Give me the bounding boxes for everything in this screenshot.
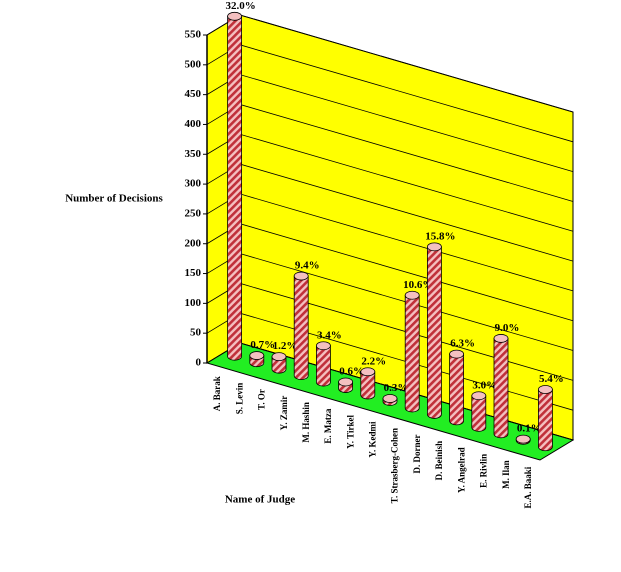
y-tick-label: 450 [185,88,202,100]
bar [315,341,331,387]
x-tick-label: M. Ilan [501,460,511,489]
bar-part [493,334,509,343]
value-label: 0.1% [517,423,542,435]
value-label: 3.4% [317,329,342,341]
value-label: 15.8% [425,230,455,242]
bar [271,352,287,374]
bar-part [382,394,398,403]
bar-part [338,377,354,387]
bar [404,290,420,413]
x-tick-label: A. Barak [212,376,222,411]
x-tick-label: T. Strasberg-Cohen [390,428,400,503]
bar-part [404,294,420,413]
bar [515,434,531,445]
x-tick-label: D. Dorner [412,434,422,473]
value-label: 1.2% [273,340,298,352]
value-label: 2.2% [361,355,386,367]
bar-part [515,434,531,444]
x-tick-label: E.A. Baaki [523,466,533,508]
x-tick-label: Y. Tirkel [345,415,355,449]
bar-part [493,338,509,439]
value-label: 10.6% [403,279,433,291]
bar [249,351,265,368]
x-tick-label: Y. Zamir [279,396,289,431]
value-label: 3.0% [472,379,497,391]
x-tick-label: S. Levin [234,383,244,415]
x-tick-label: Y. Angelrad [456,447,466,493]
x-tick-label: E. Rivlin [479,454,489,488]
bar-part [293,275,309,381]
bar-part [538,385,553,394]
bar-part [449,353,464,426]
bar-part [360,371,376,400]
bar-part [360,367,376,377]
x-tick-label: D. Beinish [434,441,444,481]
bar-part [426,242,442,252]
bar-part [538,389,553,452]
bar-part [271,352,287,362]
value-label: 0.3% [384,382,409,394]
value-label: 0.7% [250,339,275,351]
bar-part [449,349,465,359]
value-label: 5.4% [539,373,564,385]
bar [360,367,376,400]
bar [493,334,509,439]
y-tick-label: 250 [185,207,202,219]
x-tick-label: E. Matza [323,408,333,443]
x-tick-label: Y. Kedmi [368,421,378,458]
bar-part [315,341,331,351]
bar [227,11,243,361]
value-label: 9.0% [495,322,520,334]
x-axis-label: Name of Judge [225,494,295,506]
value-label: 9.4% [295,260,320,272]
y-tick-label: 350 [185,148,202,160]
bar [338,377,354,393]
y-tick-label: 500 [185,58,202,70]
bar [449,349,465,426]
bar-part [471,391,487,401]
y-tick-label: 550 [185,29,202,41]
bar [426,242,442,419]
bar-part [293,271,309,281]
bar-part [471,395,487,432]
bar-part [427,246,442,419]
x-tick-label: M. Hashin [301,402,311,443]
value-label: 6.3% [450,338,475,350]
bar-part [404,290,420,300]
bar [538,385,553,452]
y-tick-label: 100 [185,297,202,309]
bar [471,391,487,432]
bar [382,394,398,406]
y-tick-label: 0 [196,357,202,369]
bar-part [271,356,287,374]
y-tick-label: 200 [185,237,202,249]
y-tick-label: 300 [185,178,202,190]
y-tick-label: 50 [190,327,202,339]
y-tick-label: 400 [185,118,202,130]
bar [293,271,309,381]
value-label: 0.6% [339,366,364,378]
x-tick-label: T. Or [257,389,267,410]
bar-part [227,15,242,361]
y-axis-label: Number of Decisions [65,193,163,205]
bar-part [227,11,243,21]
y-tick-label: 150 [185,267,202,279]
bar-part [316,345,331,387]
value-label: 32.0% [225,0,255,12]
bar-part [249,351,265,360]
